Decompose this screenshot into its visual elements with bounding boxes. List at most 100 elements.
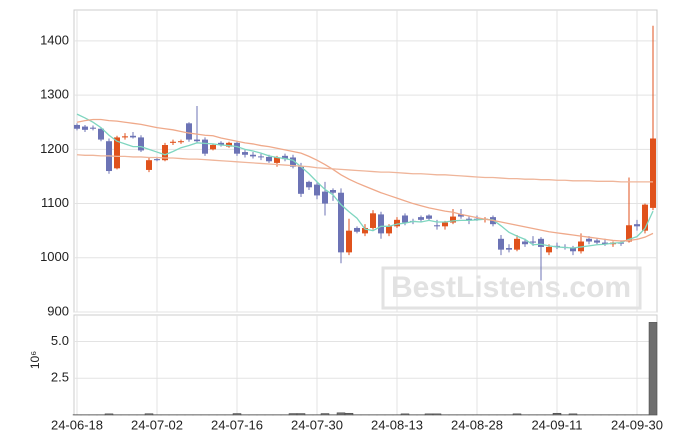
volume-bar [232, 413, 242, 416]
candle-body [250, 154, 256, 157]
moving-average [76, 113, 654, 249]
candle-body [226, 142, 232, 147]
candle-body [274, 157, 280, 163]
x-tick-label: 24-07-02 [131, 417, 183, 432]
volume-bar [320, 413, 330, 416]
candle-body [170, 141, 176, 143]
candle-body [194, 139, 200, 142]
volume-bar [432, 413, 442, 416]
candle-body [458, 214, 464, 217]
candle-body [290, 157, 296, 167]
grid [74, 10, 657, 415]
candle-body [90, 127, 96, 129]
candle-body [266, 156, 272, 162]
x-tick-label: 24-06-18 [51, 417, 103, 432]
candle-body [386, 226, 392, 234]
x-tick-label: 24-07-16 [211, 417, 263, 432]
candle-body [586, 238, 592, 242]
candle-body [514, 238, 520, 250]
candle-body [98, 128, 104, 140]
candle-body [650, 138, 656, 208]
y-tick-label: 1300 [40, 87, 69, 102]
volume-panel [73, 314, 658, 416]
candle-body [306, 181, 312, 188]
candle-body [242, 152, 248, 155]
candle-body [394, 219, 400, 227]
candle-body [298, 166, 304, 194]
volume-bar [552, 412, 562, 416]
candle-body [178, 141, 184, 143]
candle-body [202, 139, 208, 154]
candle-body [234, 142, 240, 154]
candle-body [594, 240, 600, 243]
candle-body [634, 224, 640, 227]
candle-body [146, 160, 152, 170]
candle-body [418, 217, 424, 220]
candle-body [338, 192, 344, 253]
x-tick-label: 24-08-28 [451, 417, 503, 432]
candle-body [442, 222, 448, 227]
y-tick-label: 1000 [40, 249, 69, 264]
candle-body [314, 184, 320, 196]
candle-body [466, 218, 472, 220]
watermark-box [381, 266, 642, 310]
volume-bar [344, 412, 354, 416]
candle-body [330, 190, 336, 193]
candle-body [538, 238, 544, 247]
watermark-text: BestListens.com [391, 271, 631, 304]
candle-body [570, 248, 576, 252]
candle-body [498, 238, 504, 250]
candle-body [530, 241, 536, 243]
candle-body [370, 213, 376, 228]
y-tick-label: 2.5 [51, 370, 69, 385]
moving-average [76, 154, 653, 183]
candle-body [138, 137, 144, 151]
marks [72, 25, 658, 416]
candle-body [82, 126, 88, 130]
volume-bar [296, 413, 306, 416]
candle-body [626, 225, 632, 242]
volume-bar [144, 413, 154, 416]
candle-body [362, 227, 368, 234]
candle-body [602, 242, 608, 245]
y-tick-label: 5.0 [51, 333, 69, 348]
volume-bar [512, 413, 522, 416]
volume-axis-label: 10⁶ [28, 351, 42, 369]
candle-body [114, 137, 120, 169]
candle-body [282, 155, 288, 160]
y-tick-label: 1100 [41, 195, 69, 210]
candle-body [122, 136, 128, 138]
volume-bar [400, 413, 410, 416]
volume-bar [568, 413, 578, 416]
candle-body [642, 204, 648, 231]
candle-body [546, 246, 552, 253]
volume-bar [104, 413, 114, 416]
y-tick-label: 900 [47, 303, 69, 318]
candle-body [154, 159, 160, 161]
x-tick-label: 24-07-30 [291, 417, 343, 432]
x-tick-label: 24-09-11 [531, 417, 582, 432]
candle-body [506, 248, 512, 250]
volume-bar [288, 413, 298, 416]
candle-body [258, 156, 264, 158]
candle-body [210, 145, 216, 150]
candle-body [426, 215, 432, 219]
y-tick-label: 1400 [40, 32, 69, 47]
candle-body [186, 123, 192, 140]
candle-body [74, 124, 80, 129]
candle-body [402, 215, 408, 223]
x-tick-label: 24-08-13 [371, 417, 423, 432]
candle-body [434, 225, 440, 227]
volume-bar [424, 413, 434, 416]
candle-body [378, 214, 384, 234]
candle-body [450, 216, 456, 223]
candle-body [218, 142, 224, 146]
candle-body [130, 135, 136, 138]
candle-body [354, 227, 360, 232]
watermark: BestListens.com [381, 266, 642, 310]
x-tick-label: 24-09-30 [611, 417, 663, 432]
candle-body [346, 230, 352, 253]
y-tick-label: 1200 [40, 141, 69, 156]
candle-body [322, 191, 328, 204]
